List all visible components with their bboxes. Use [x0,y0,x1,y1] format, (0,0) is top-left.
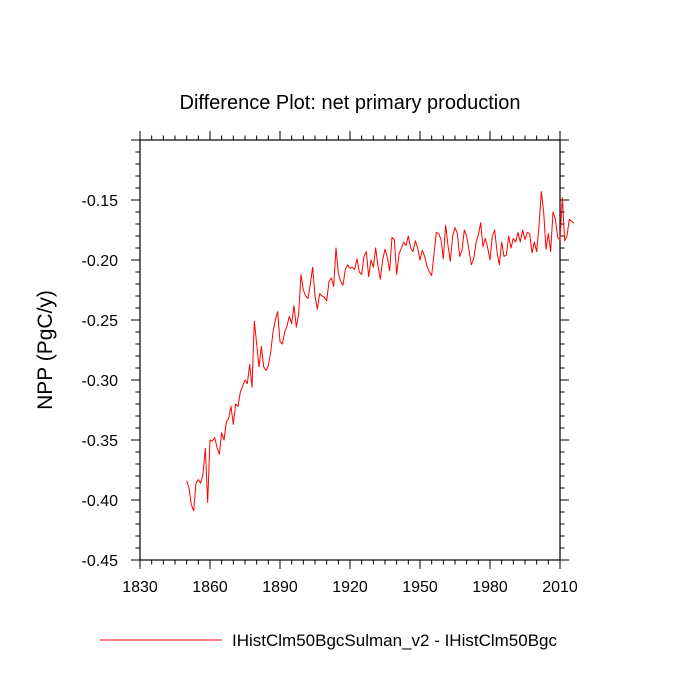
legend-label: IHistClm50BgcSulman_v2 - IHistClm50Bgc [232,631,557,650]
x-tick-label: 1860 [192,579,228,596]
chart-title: Difference Plot: net primary production [180,92,521,114]
axis-ticks [131,131,569,569]
y-tick-label: -0.45 [82,553,119,570]
x-tick-label: 1920 [332,579,368,596]
x-tick-label: 1830 [122,579,158,596]
x-tick-label: 1890 [262,579,298,596]
x-tick-label: 1950 [402,579,438,596]
y-tick-label: -0.30 [82,373,119,390]
x-tick-label: 2010 [542,579,578,596]
plot-frame [139,139,561,561]
x-tick-label: 1980 [472,579,508,596]
series-layer [186,191,575,512]
y-tick-label: -0.15 [82,193,119,210]
y-tick-label: -0.20 [82,253,119,270]
y-tick-label: -0.25 [82,313,119,330]
series-line [186,191,575,512]
y-axis-label: NPP (PgC/y) [34,290,57,410]
y-tick-label: -0.35 [82,433,119,450]
y-tick-label: -0.40 [82,493,119,510]
tick-labels: 1830 1860 1890 1920 1950 1980 2010 -0.45 -0.40 -0… [82,193,578,596]
